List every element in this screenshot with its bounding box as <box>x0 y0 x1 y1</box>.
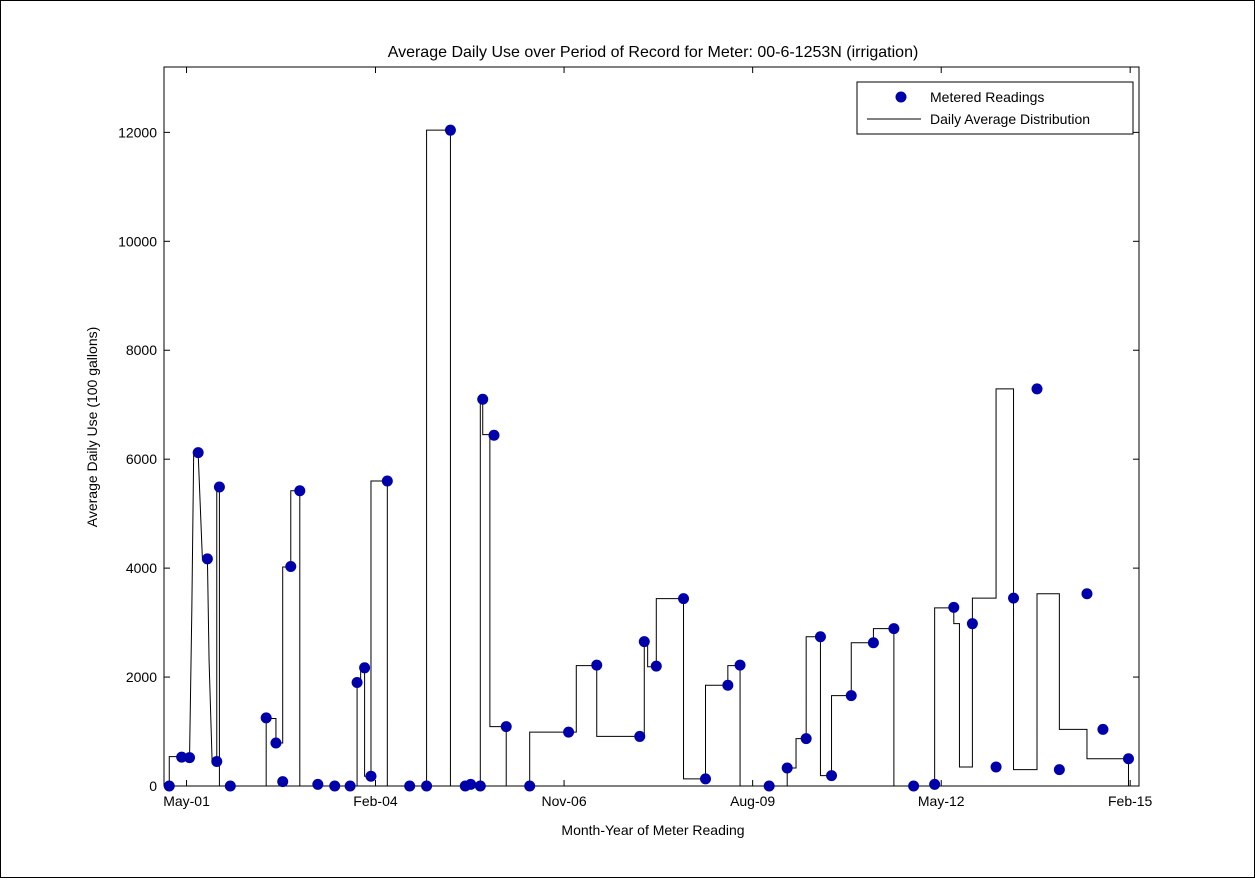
data-point-metered-reading <box>1081 588 1093 600</box>
data-point-metered-reading <box>488 429 500 441</box>
data-point-metered-reading <box>524 780 536 792</box>
legend: Metered Readings Daily Average Distribut… <box>856 81 1134 135</box>
data-point-metered-reading <box>563 726 575 738</box>
data-point-metered-reading <box>163 780 175 792</box>
data-point-metered-reading <box>351 677 363 689</box>
data-point-metered-reading <box>211 755 223 767</box>
axis-ticks: 0 2000 4000 6000 8000 10000 12000 May-01 Feb-04 N… <box>118 67 1153 809</box>
x-tick-label: Nov-06 <box>541 793 586 809</box>
data-point-metered-reading <box>867 637 879 649</box>
y-tick-label: 12000 <box>118 124 157 140</box>
series-marker-group <box>163 124 1134 792</box>
data-point-metered-reading <box>826 770 838 782</box>
data-point-metered-reading <box>763 780 775 792</box>
data-point-metered-reading <box>845 690 857 702</box>
y-tick-label: 8000 <box>126 342 157 358</box>
chart-title: Average Daily Use over Period of Record … <box>388 44 919 61</box>
y-tick-label: 4000 <box>126 560 157 576</box>
data-point-metered-reading <box>634 730 646 742</box>
data-point-metered-reading <box>700 773 711 785</box>
y-axis-label: Average Daily Use (100 gallons) <box>84 327 100 528</box>
data-point-metered-reading <box>650 660 662 672</box>
data-point-metered-reading <box>734 659 746 671</box>
data-point-metered-reading <box>359 662 371 674</box>
data-point-metered-reading <box>312 778 324 790</box>
data-point-metered-reading <box>184 752 196 764</box>
y-tick-label: 2000 <box>126 669 157 685</box>
data-point-metered-reading <box>888 623 900 635</box>
data-point-metered-reading <box>277 776 289 788</box>
data-point-metered-reading <box>270 737 282 749</box>
data-point-metered-reading <box>800 733 812 745</box>
legend-box <box>856 81 1134 135</box>
data-point-metered-reading <box>192 447 204 459</box>
data-point-metered-reading <box>465 778 477 790</box>
data-point-metered-reading <box>477 393 489 405</box>
x-axis-label: Month-Year of Meter Reading <box>561 822 744 838</box>
legend-label-metered: Metered Readings <box>930 89 1044 105</box>
data-point-metered-reading <box>1053 764 1065 776</box>
data-point-metered-reading <box>722 679 734 691</box>
x-tick-label: Aug-09 <box>730 793 775 809</box>
data-point-metered-reading <box>329 780 341 792</box>
x-tick-label: Feb-15 <box>1108 793 1153 809</box>
legend-label-average: Daily Average Distribution <box>930 111 1090 127</box>
data-point-metered-reading <box>908 780 920 792</box>
data-point-metered-reading <box>444 124 456 136</box>
data-point-metered-reading <box>1031 383 1043 395</box>
data-point-metered-reading <box>365 770 377 782</box>
data-point-metered-reading <box>929 778 941 790</box>
data-point-metered-reading <box>260 712 272 724</box>
data-point-metered-reading <box>381 475 393 487</box>
data-point-metered-reading <box>285 560 297 572</box>
x-tick-label: May-12 <box>918 793 965 809</box>
data-point-metered-reading <box>201 553 213 565</box>
data-point-metered-reading <box>1008 592 1020 604</box>
data-point-metered-reading <box>948 601 960 613</box>
data-point-metered-reading <box>213 481 225 493</box>
data-point-metered-reading <box>294 485 306 497</box>
x-tick-label: Feb-04 <box>353 793 398 809</box>
y-tick-label: 6000 <box>126 451 157 467</box>
data-point-metered-reading <box>224 780 236 792</box>
data-point-metered-reading <box>421 780 433 792</box>
data-point-metered-reading <box>591 659 603 671</box>
x-tick-label: May-01 <box>163 793 210 809</box>
data-point-metered-reading <box>404 780 416 792</box>
y-tick-label: 10000 <box>118 233 157 249</box>
plot-area <box>163 66 1140 787</box>
y-tick-label: 0 <box>149 778 157 794</box>
legend-marker-metered <box>895 91 907 103</box>
data-point-metered-reading <box>678 593 690 605</box>
data-point-metered-reading <box>966 618 978 630</box>
data-point-metered-reading <box>1122 753 1134 765</box>
data-point-metered-reading <box>990 761 1002 773</box>
data-point-metered-reading <box>344 780 356 792</box>
data-point-metered-reading <box>1097 723 1109 735</box>
data-point-metered-reading <box>176 751 188 763</box>
data-point-metered-reading <box>500 721 512 733</box>
data-point-metered-reading <box>474 780 486 792</box>
data-point-metered-reading <box>638 636 650 648</box>
data-point-metered-reading <box>781 762 793 774</box>
data-point-metered-reading <box>814 631 826 643</box>
